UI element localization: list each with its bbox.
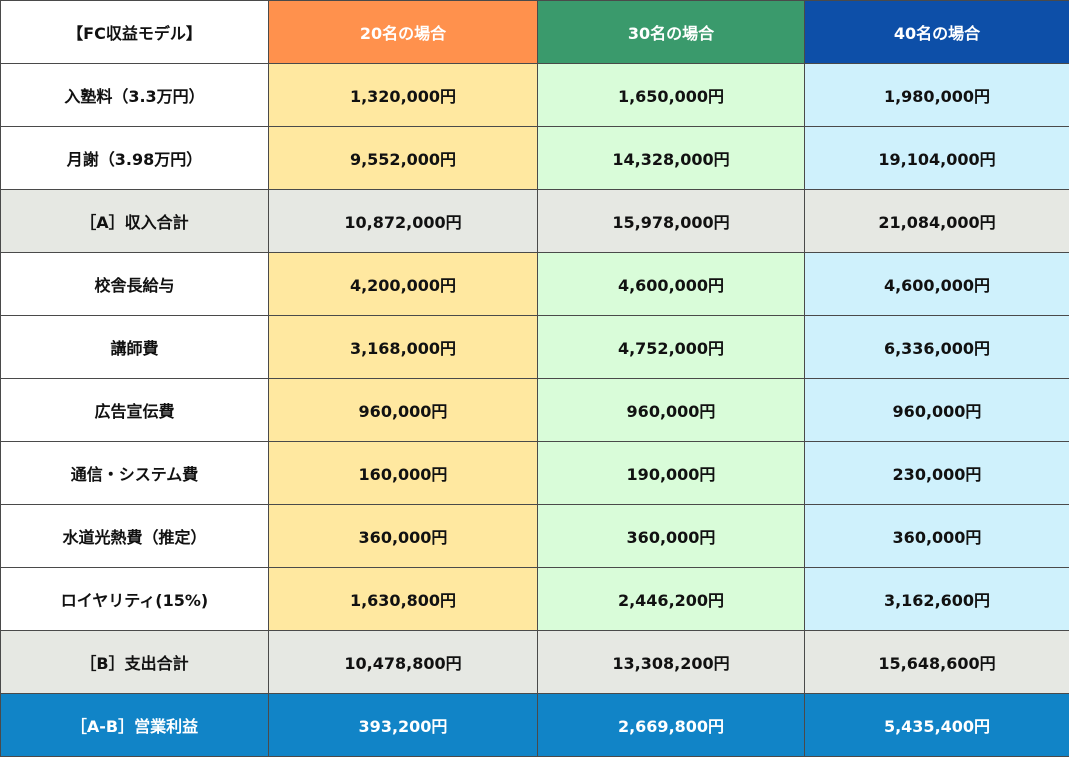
row-label: 入塾料（3.3万円） xyxy=(0,63,269,127)
cell-40: 21,084,000円 xyxy=(804,189,1069,253)
row-label: 水道光熱費（推定） xyxy=(0,504,269,568)
cell-20: 393,200円 xyxy=(268,693,538,757)
cell-40: 360,000円 xyxy=(804,504,1069,568)
row-label: 広告宣伝費 xyxy=(0,378,269,442)
row-label: ［A-B］営業利益 xyxy=(0,693,269,757)
cell-30: 15,978,000円 xyxy=(537,189,805,253)
cell-40: 1,980,000円 xyxy=(804,63,1069,127)
table-header-row: 【FC収益モデル】 20名の場合 30名の場合 40名の場合 xyxy=(0,0,1069,64)
cell-30: 360,000円 xyxy=(537,504,805,568)
table-row-manager-salary: 校舎長給与 4,200,000円 4,600,000円 4,600,000円 xyxy=(0,252,1069,316)
cell-40: 960,000円 xyxy=(804,378,1069,442)
table-row-enrollment-fee: 入塾料（3.3万円） 1,320,000円 1,650,000円 1,980,0… xyxy=(0,63,1069,127)
table-row-income-total: ［A］収入合計 10,872,000円 15,978,000円 21,084,0… xyxy=(0,189,1069,253)
cell-30: 2,446,200円 xyxy=(537,567,805,631)
row-label: ［A］収入合計 xyxy=(0,189,269,253)
cell-20: 4,200,000円 xyxy=(268,252,538,316)
table-row-expense-total: ［B］支出合計 10,478,800円 13,308,200円 15,648,6… xyxy=(0,630,1069,694)
table-row-communication-system: 通信・システム費 160,000円 190,000円 230,000円 xyxy=(0,441,1069,505)
table-row-instructor-cost: 講師費 3,168,000円 4,752,000円 6,336,000円 xyxy=(0,315,1069,379)
cell-30: 960,000円 xyxy=(537,378,805,442)
header-40-students: 40名の場合 xyxy=(804,0,1069,64)
cell-30: 190,000円 xyxy=(537,441,805,505)
header-20-students: 20名の場合 xyxy=(268,0,538,64)
row-label: 月謝（3.98万円） xyxy=(0,126,269,190)
cell-20: 960,000円 xyxy=(268,378,538,442)
row-label: 校舎長給与 xyxy=(0,252,269,316)
table-row-monthly-tuition: 月謝（3.98万円） 9,552,000円 14,328,000円 19,104… xyxy=(0,126,1069,190)
table-row-operating-profit: ［A-B］営業利益 393,200円 2,669,800円 5,435,400円 xyxy=(0,693,1069,757)
cell-40: 19,104,000円 xyxy=(804,126,1069,190)
cell-30: 1,650,000円 xyxy=(537,63,805,127)
cell-30: 14,328,000円 xyxy=(537,126,805,190)
cell-20: 360,000円 xyxy=(268,504,538,568)
cell-40: 15,648,600円 xyxy=(804,630,1069,694)
cell-30: 4,752,000円 xyxy=(537,315,805,379)
table-row-royalty: ロイヤリティ(15%) 1,630,800円 2,446,200円 3,162,… xyxy=(0,567,1069,631)
row-label: ［B］支出合計 xyxy=(0,630,269,694)
cell-20: 10,478,800円 xyxy=(268,630,538,694)
cell-20: 1,320,000円 xyxy=(268,63,538,127)
table-title: 【FC収益モデル】 xyxy=(0,0,269,64)
cell-30: 2,669,800円 xyxy=(537,693,805,757)
cell-40: 5,435,400円 xyxy=(804,693,1069,757)
cell-30: 13,308,200円 xyxy=(537,630,805,694)
cell-30: 4,600,000円 xyxy=(537,252,805,316)
table-row-utilities: 水道光熱費（推定） 360,000円 360,000円 360,000円 xyxy=(0,504,1069,568)
row-label: 講師費 xyxy=(0,315,269,379)
cell-40: 3,162,600円 xyxy=(804,567,1069,631)
cell-20: 9,552,000円 xyxy=(268,126,538,190)
row-label: ロイヤリティ(15%) xyxy=(0,567,269,631)
cell-20: 3,168,000円 xyxy=(268,315,538,379)
cell-40: 4,600,000円 xyxy=(804,252,1069,316)
cell-20: 160,000円 xyxy=(268,441,538,505)
table-row-advertising: 広告宣伝費 960,000円 960,000円 960,000円 xyxy=(0,378,1069,442)
cell-40: 230,000円 xyxy=(804,441,1069,505)
cell-20: 1,630,800円 xyxy=(268,567,538,631)
row-label: 通信・システム費 xyxy=(0,441,269,505)
header-30-students: 30名の場合 xyxy=(537,0,805,64)
cell-20: 10,872,000円 xyxy=(268,189,538,253)
cell-40: 6,336,000円 xyxy=(804,315,1069,379)
